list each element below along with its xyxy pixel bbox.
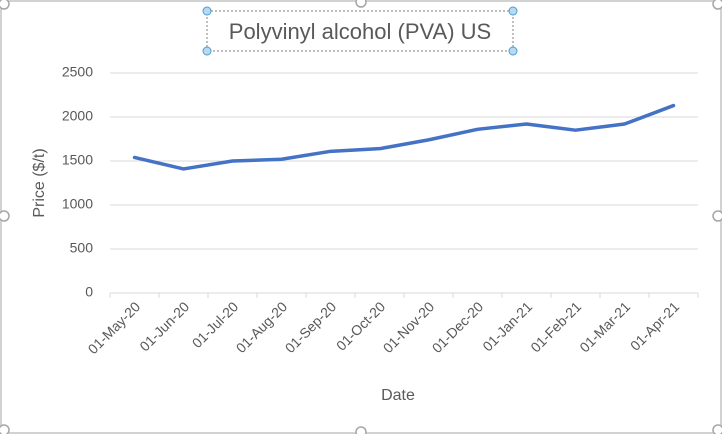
y-tick-label: 500 xyxy=(70,240,94,256)
y-tick-label: 2000 xyxy=(62,108,93,124)
title-handles xyxy=(202,6,518,56)
chart-title: Polyvinyl alcohol (PVA) US xyxy=(229,19,491,44)
x-axis-label: Date xyxy=(381,387,415,404)
y-tick-label: 1500 xyxy=(62,152,93,168)
y-tick-label: 2500 xyxy=(62,64,93,80)
y-tick-label: 0 xyxy=(85,284,93,300)
title-box xyxy=(206,10,514,52)
data-line xyxy=(132,103,676,171)
y-tick-label: 1000 xyxy=(62,196,93,212)
y-axis-label: Price ($/t) xyxy=(31,148,48,217)
